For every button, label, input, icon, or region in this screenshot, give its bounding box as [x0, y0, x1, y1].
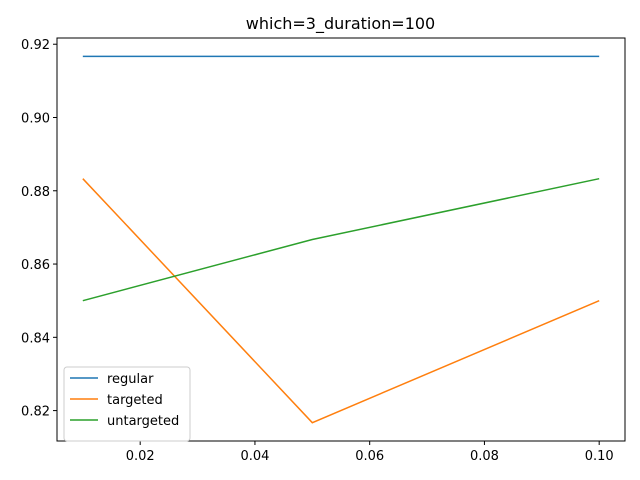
legend-label-targeted: targeted [107, 393, 163, 408]
plot-frame [56, 37, 626, 442]
x-tick-label: 0.02 [126, 449, 155, 464]
legend-label-regular: regular [107, 372, 154, 387]
y-tick-label: 0.92 [21, 38, 50, 53]
y-tick-label: 0.88 [21, 185, 50, 200]
x-tick-label: 0.04 [240, 449, 269, 464]
chart-title: which=3_duration=100 [246, 14, 435, 34]
legend: regular targeted untargeted [63, 366, 191, 442]
legend-label-untargeted: untargeted [107, 414, 179, 429]
y-tick-label: 0.82 [21, 405, 50, 420]
x-tick-label: 0.06 [355, 449, 384, 464]
series-line-untargeted [82, 177, 600, 302]
series-line-targeted [82, 178, 600, 424]
y-tick-label: 0.84 [21, 331, 50, 346]
y-tick-label: 0.86 [21, 258, 50, 273]
series-lines [82, 55, 600, 424]
x-tick-label: 0.10 [585, 449, 614, 464]
x-tick-label: 0.08 [470, 449, 499, 464]
y-tick-label: 0.90 [21, 112, 50, 127]
y-axis: 0.82 0.84 0.86 0.88 0.90 0.92 [21, 38, 57, 420]
x-axis: 0.02 0.04 0.06 0.08 0.10 [126, 441, 614, 464]
legend-box [63, 366, 191, 442]
